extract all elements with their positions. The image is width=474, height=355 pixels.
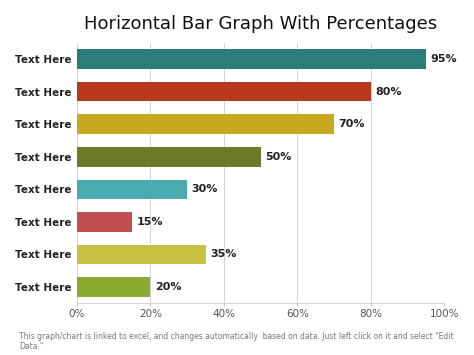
Bar <box>77 245 206 264</box>
Bar <box>77 114 334 134</box>
Text: 80%: 80% <box>375 87 402 97</box>
Text: 70%: 70% <box>338 119 365 129</box>
Text: 35%: 35% <box>210 249 237 260</box>
Bar <box>77 180 187 199</box>
Bar <box>77 212 132 231</box>
Text: This graph/chart is linked to excel, and changes automatically  based on data. J: This graph/chart is linked to excel, and… <box>19 332 454 351</box>
Text: 50%: 50% <box>265 152 292 162</box>
Bar <box>77 82 371 102</box>
Text: 20%: 20% <box>155 282 182 292</box>
Bar <box>77 147 261 166</box>
Title: Horizontal Bar Graph With Percentages: Horizontal Bar Graph With Percentages <box>84 15 437 33</box>
Text: 95%: 95% <box>430 54 457 64</box>
Bar <box>77 49 426 69</box>
Bar <box>77 277 150 297</box>
Text: 15%: 15% <box>137 217 163 227</box>
Text: 30%: 30% <box>191 184 218 194</box>
